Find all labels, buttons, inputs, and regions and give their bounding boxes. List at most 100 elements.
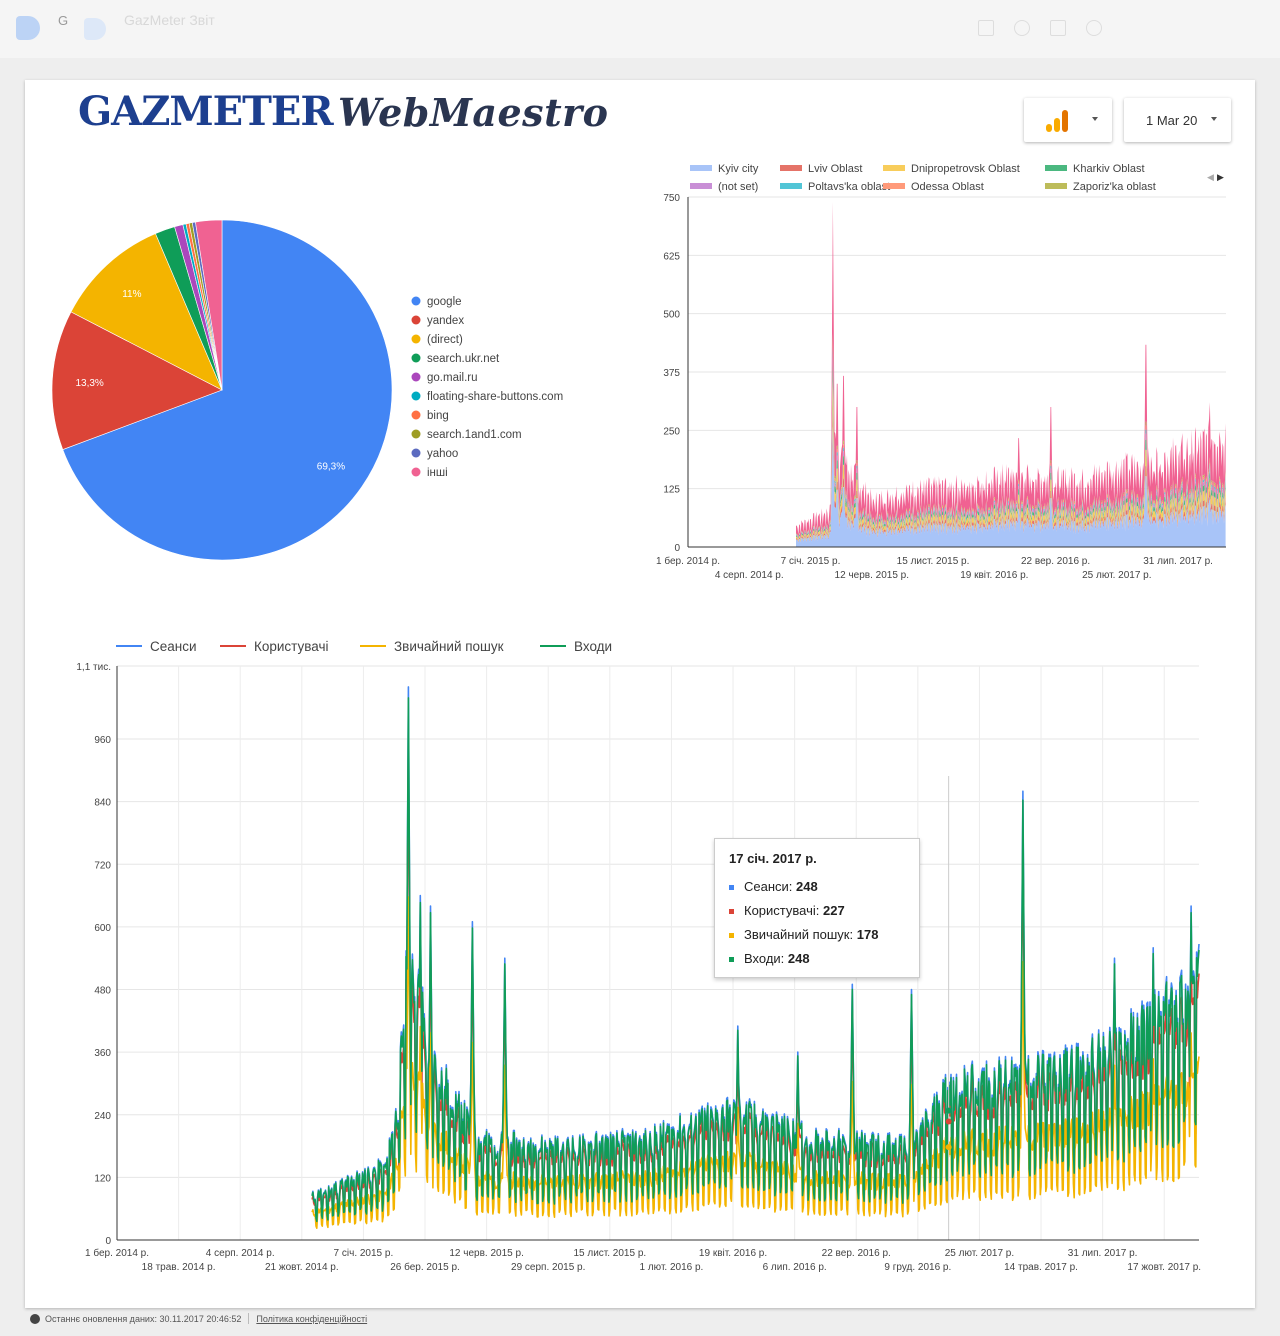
legend-item[interactable]: Kyiv city (718, 163, 759, 175)
x-tick-label: 31 лип. 2017 р. (1068, 1248, 1138, 1259)
pie-data-label: 69,3% (317, 462, 345, 473)
x-tick-label: 1 бер. 2014 р. (656, 555, 720, 567)
legend-swatch (690, 165, 712, 171)
x-tick-label: 12 черв. 2015 р. (449, 1248, 523, 1259)
legend-item[interactable]: yandex (427, 315, 464, 327)
series-swatch (729, 909, 734, 915)
legend-next-icon[interactable]: ▶ (1217, 172, 1224, 182)
legend-item[interactable]: floating-share-buttons.com (427, 391, 563, 403)
legend-item[interactable]: (not set) (718, 181, 758, 193)
x-tick-label: 31 лип. 2017 р. (1143, 556, 1213, 567)
legend-item[interactable]: Lviv Oblast (808, 163, 862, 175)
y-tick-label: 720 (94, 860, 111, 871)
hover-point (945, 1144, 952, 1151)
x-tick-label: 19 квіт. 2016 р. (960, 570, 1028, 581)
y-tick-label: 375 (663, 368, 680, 379)
last-updated-text: Останнє оновлення даних: 30.11.2017 20:4… (45, 1313, 242, 1324)
x-tick-label: 17 жовт. 2017 р. (1127, 1262, 1201, 1273)
region-area-chart: Kyiv city Lviv Oblast Dnipropetrovsk Oblas… (656, 163, 1226, 581)
area-series-Kyiv city[interactable] (796, 426, 1226, 547)
pie-slice-yandex[interactable] (51, 311, 223, 450)
refresh-icon[interactable] (1014, 20, 1030, 36)
x-tick-label: 29 серп. 2015 р. (511, 1262, 585, 1273)
y-tick-label: 0 (105, 1236, 111, 1247)
legend-item[interactable]: bing (427, 410, 449, 422)
tooltip-row-sessions: Сеанси: 248 (729, 879, 818, 894)
legend-swatch (883, 165, 905, 171)
info-icon (30, 1313, 40, 1324)
pie-slice-google[interactable] (62, 219, 393, 561)
legend-item[interactable]: yahoo (427, 448, 458, 460)
divider (248, 1313, 250, 1324)
data-studio-logo-icon[interactable] (16, 16, 40, 40)
tooltip-row-entrances: Входи: 248 (729, 951, 810, 966)
x-tick-label: 25 лют. 2017 р. (945, 1248, 1014, 1259)
tooltip-date: 17 січ. 2017 р. (729, 851, 817, 866)
legend-item[interactable]: Сеанси (150, 639, 197, 654)
legend-item[interactable]: Dnipropetrovsk Oblast (911, 163, 1020, 175)
y-tick-label: 480 (94, 986, 111, 997)
hover-point (945, 1118, 952, 1125)
y-tick-label: 600 (94, 923, 111, 934)
hover-point (945, 1107, 952, 1114)
legend-item[interactable]: Звичайний пошук (394, 639, 504, 654)
webmaestro-logo: WebMaestro (338, 90, 609, 135)
data-source-selector[interactable] (1024, 98, 1112, 142)
legend-item[interactable]: Входи (574, 639, 612, 654)
line-series-Звичайний пошук[interactable] (311, 896, 1200, 1229)
legend-item[interactable]: search.ukr.net (427, 353, 500, 365)
area-series-Other[interactable] (796, 201, 1226, 540)
x-tick-label: 19 квіт. 2016 р. (699, 1248, 767, 1259)
y-tick-label: 250 (663, 426, 680, 437)
tooltip-label: Входи (744, 951, 781, 966)
tooltip-value: 227 (823, 903, 845, 918)
legend-swatch (411, 391, 421, 401)
date-range-picker[interactable]: 1 Mar 20 (1124, 98, 1231, 142)
x-tick-label: 1 лют. 2016 р. (639, 1262, 703, 1273)
x-tick-label: 22 вер. 2016 р. (1021, 556, 1090, 567)
legend-item[interactable]: Poltavs'ka oblast (808, 181, 890, 193)
legend-item[interactable]: інші (427, 467, 448, 479)
y-tick-label: 625 (663, 251, 680, 262)
legend-item[interactable]: google (427, 296, 462, 308)
privacy-policy-link[interactable]: Політика конфіденційності (256, 1313, 368, 1324)
series-swatch (729, 885, 734, 891)
pie-slice-інші[interactable] (195, 219, 223, 391)
x-tick-label: 26 бер. 2015 р. (390, 1261, 460, 1273)
legend-item[interactable]: (direct) (427, 334, 463, 346)
legend-swatch (411, 448, 421, 458)
report-title[interactable]: GazMeter Звіт (124, 12, 215, 28)
line-series-Входи[interactable] (311, 697, 1200, 1223)
copy-icon[interactable] (1050, 20, 1066, 36)
legend-item[interactable]: Kharkiv Oblast (1073, 163, 1145, 175)
line-chart-tooltip: 17 січ. 2017 р. Сеанси: 248 Користувачі:… (714, 838, 920, 978)
date-range-label: 1 Mar 20 (1146, 113, 1198, 128)
traffic-source-pie-chart: 69,3% 13,3% 11% google yandex (direct) search… (51, 219, 563, 561)
legend-swatch (411, 353, 421, 363)
tooltip-label: Користувачі (744, 903, 816, 918)
legend-swatch (411, 315, 421, 325)
legend-item[interactable]: go.mail.ru (427, 372, 478, 384)
x-tick-label: 4 серп. 2014 р. (715, 570, 784, 581)
share-icon[interactable] (1086, 20, 1102, 36)
legend-swatch (1045, 165, 1067, 171)
pie-data-label: 11% (122, 289, 141, 300)
y-tick-label: 120 (94, 1173, 111, 1184)
legend-swatch (411, 296, 421, 306)
x-tick-label: 6 лип. 2016 р. (763, 1262, 827, 1273)
tooltip-value: 178 (856, 927, 879, 942)
legend-prev-icon[interactable]: ◀ (1207, 172, 1214, 182)
pie-slice-(direct)[interactable] (70, 233, 223, 391)
toolbar-icons (978, 20, 1102, 36)
legend-swatch (411, 334, 421, 344)
legend-item[interactable]: search.1and1.com (427, 429, 522, 441)
y-tick-label: 960 (94, 735, 111, 746)
legend-item[interactable]: Zaporiz'ka oblast (1073, 181, 1156, 193)
legend-swatch (690, 183, 712, 189)
legend-item[interactable]: Користувачі (254, 639, 329, 654)
legend-item[interactable]: Odessa Oblast (911, 181, 984, 193)
x-tick-label: 7 січ. 2015 р. (781, 556, 841, 567)
y-tick-label: 0 (674, 543, 680, 554)
legend-swatch (1045, 183, 1067, 189)
fullscreen-icon[interactable] (978, 20, 994, 36)
